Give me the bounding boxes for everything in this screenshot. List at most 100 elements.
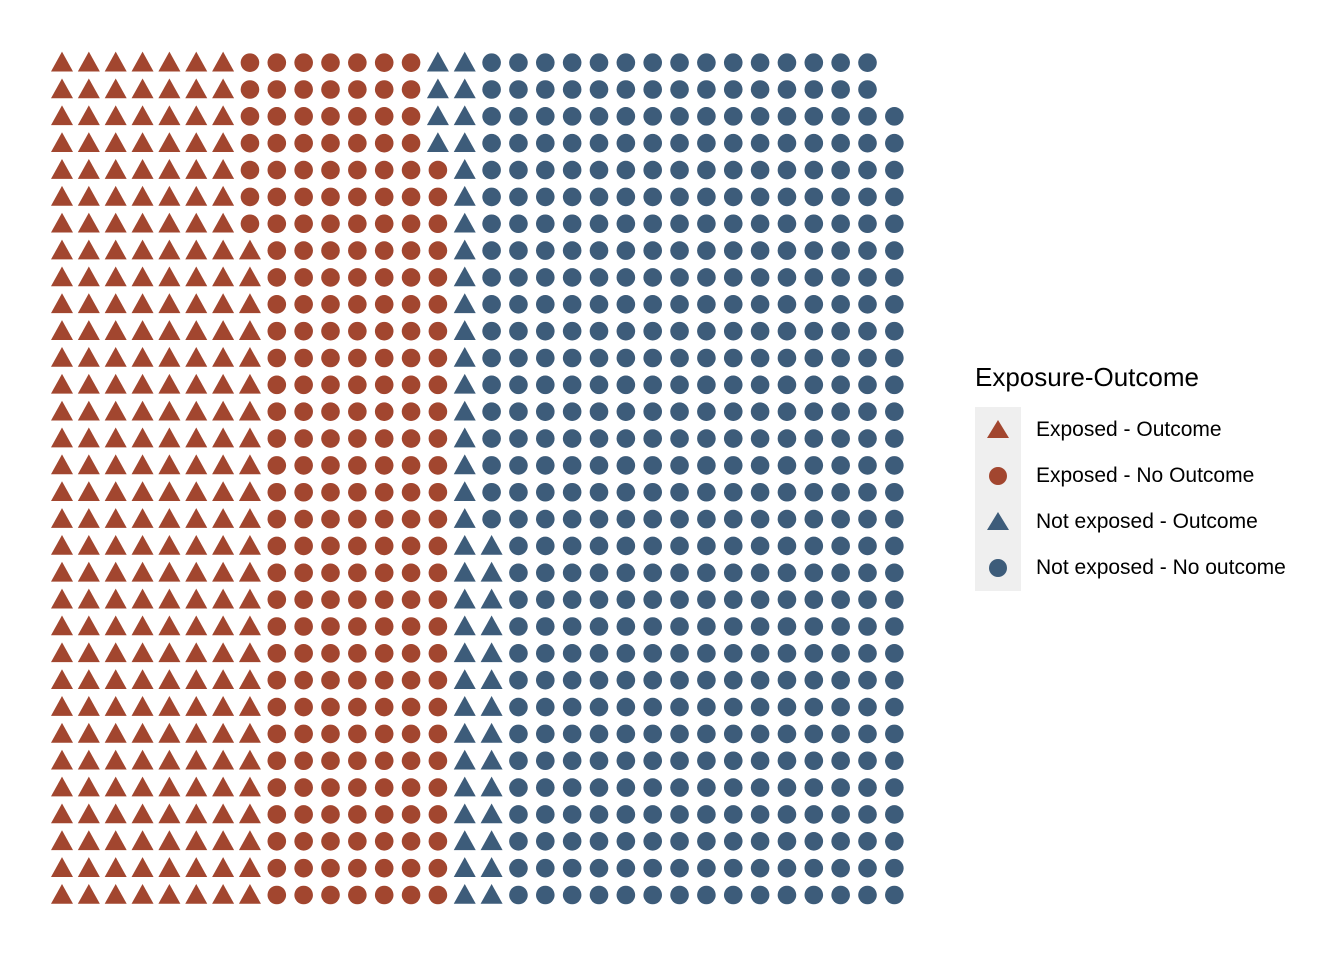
waffle-cell-exposed-no-outcome [428, 724, 448, 744]
legend-label: Exposed - No Outcome [1036, 464, 1255, 487]
waffle-cell-exposed-outcome [185, 481, 208, 502]
waffle-cell-exposed-outcome [185, 105, 208, 126]
waffle-cell-not-exposed-no-outcome [777, 670, 797, 690]
waffle-cell-exposed-no-outcome [401, 724, 421, 744]
waffle-cell-exposed-no-outcome [321, 295, 340, 314]
waffle-cell-exposed-outcome [212, 132, 235, 152]
waffle-cell-not-exposed-no-outcome [885, 160, 904, 180]
waffle-cell-exposed-outcome [51, 320, 73, 340]
waffle-cell-exposed-no-outcome [267, 348, 287, 368]
waffle-cell-not-exposed-no-outcome [723, 482, 743, 502]
waffle-cell-not-exposed-outcome [453, 212, 476, 233]
waffle-cell-not-exposed-no-outcome [885, 187, 904, 207]
waffle-cell-exposed-no-outcome [294, 644, 313, 663]
waffle-cell-exposed-outcome [51, 105, 73, 126]
waffle-cell-exposed-no-outcome [428, 563, 448, 583]
waffle-cell-not-exposed-no-outcome [509, 617, 528, 636]
waffle-cell-exposed-no-outcome [374, 617, 394, 636]
waffle-cell-exposed-outcome [104, 105, 127, 126]
waffle-cell-not-exposed-no-outcome [670, 456, 689, 475]
waffle-cell-not-exposed-no-outcome [589, 778, 609, 797]
waffle-cell-exposed-no-outcome [321, 53, 340, 72]
waffle-cell-exposed-no-outcome [267, 670, 287, 690]
waffle-cell-not-exposed-no-outcome [670, 241, 689, 260]
waffle-cell-exposed-outcome [104, 239, 127, 260]
waffle-cell-not-exposed-no-outcome [831, 80, 850, 99]
waffle-cell-not-exposed-no-outcome [589, 348, 609, 368]
waffle-cell-not-exposed-no-outcome [643, 295, 662, 314]
waffle-cell-exposed-no-outcome [428, 778, 448, 797]
waffle-cell-not-exposed-no-outcome [831, 375, 850, 395]
waffle-cell-not-exposed-no-outcome [482, 214, 501, 234]
waffle-cell-exposed-no-outcome [348, 107, 367, 126]
legend-label: Not exposed - No outcome [1036, 556, 1286, 579]
waffle-cell-not-exposed-no-outcome [509, 670, 528, 690]
waffle-cell-not-exposed-no-outcome [697, 805, 716, 824]
waffle-cell-exposed-no-outcome [401, 80, 421, 99]
waffle-cell-exposed-no-outcome [294, 778, 313, 797]
waffle-cell-not-exposed-no-outcome [509, 644, 528, 663]
waffle-cell-exposed-no-outcome [267, 241, 287, 260]
waffle-cell-exposed-outcome [104, 561, 127, 582]
waffle-cell-exposed-outcome [51, 347, 73, 367]
waffle-cell-not-exposed-no-outcome [509, 697, 528, 717]
waffle-cell-exposed-no-outcome [374, 80, 394, 99]
waffle-cell-not-exposed-no-outcome [858, 375, 877, 395]
waffle-cell-exposed-no-outcome [321, 536, 340, 556]
waffle-cell-exposed-outcome [212, 239, 235, 260]
waffle-cell-exposed-outcome [238, 400, 261, 421]
waffle-cell-not-exposed-no-outcome [777, 107, 797, 126]
waffle-cell-exposed-outcome [158, 159, 181, 179]
waffle-cell-not-exposed-no-outcome [777, 697, 797, 717]
waffle-cell-exposed-no-outcome [321, 268, 340, 287]
waffle-cell-exposed-outcome [77, 373, 100, 394]
waffle-cell-not-exposed-no-outcome [777, 268, 797, 287]
waffle-cell-not-exposed-no-outcome [536, 885, 555, 905]
waffle-cell-not-exposed-no-outcome [643, 885, 662, 905]
waffle-cell-exposed-outcome [104, 857, 127, 877]
waffle-cell-exposed-no-outcome [267, 563, 287, 583]
waffle-cell-exposed-outcome [131, 78, 154, 99]
waffle-cell-not-exposed-no-outcome [509, 53, 528, 72]
waffle-cell-exposed-no-outcome [294, 402, 313, 422]
waffle-cell-not-exposed-no-outcome [509, 160, 528, 180]
waffle-cell-not-exposed-no-outcome [562, 885, 582, 905]
waffle-cell-exposed-outcome [158, 642, 181, 663]
waffle-cell-exposed-no-outcome [374, 456, 394, 475]
waffle-cell-exposed-outcome [131, 588, 154, 609]
waffle-cell-exposed-no-outcome [321, 160, 340, 180]
waffle-cell-not-exposed-no-outcome [670, 724, 689, 744]
waffle-cell-exposed-outcome [238, 642, 261, 663]
waffle-cell-not-exposed-no-outcome [509, 456, 528, 475]
waffle-cell-not-exposed-no-outcome [804, 590, 824, 609]
waffle-cell-not-exposed-no-outcome [616, 133, 636, 153]
waffle-cell-exposed-outcome [185, 642, 208, 663]
waffle-cell-not-exposed-no-outcome [750, 644, 770, 663]
waffle-cell-not-exposed-no-outcome [885, 670, 904, 690]
waffle-cell-exposed-outcome [77, 615, 100, 636]
waffle-cell-not-exposed-no-outcome [562, 214, 582, 234]
waffle-cell-not-exposed-no-outcome [777, 295, 797, 314]
waffle-cell-exposed-no-outcome [321, 321, 340, 341]
waffle-cell-not-exposed-no-outcome [562, 133, 582, 153]
waffle-cell-exposed-outcome [185, 508, 208, 528]
waffle-cell-exposed-no-outcome [401, 778, 421, 797]
waffle-cell-not-exposed-no-outcome [589, 885, 609, 905]
waffle-cell-not-exposed-no-outcome [643, 724, 662, 744]
waffle-cell-not-exposed-no-outcome [616, 456, 636, 475]
waffle-cell-exposed-no-outcome [267, 321, 287, 341]
waffle-cell-not-exposed-no-outcome [697, 536, 716, 556]
waffle-cell-not-exposed-no-outcome [482, 375, 501, 395]
waffle-cell-not-exposed-no-outcome [670, 832, 689, 851]
waffle-cell-exposed-outcome [77, 642, 100, 663]
waffle-cell-not-exposed-no-outcome [777, 80, 797, 99]
waffle-cell-not-exposed-no-outcome [885, 536, 904, 556]
waffle-cell-exposed-outcome [77, 454, 100, 475]
waffle-cell-exposed-no-outcome [374, 107, 394, 126]
waffle-cell-exposed-outcome [51, 481, 73, 502]
waffle-cell-exposed-no-outcome [348, 295, 367, 314]
waffle-cell-not-exposed-no-outcome [589, 268, 609, 287]
waffle-cell-exposed-outcome [104, 696, 127, 716]
waffle-cell-not-exposed-no-outcome [723, 670, 743, 690]
waffle-cell-exposed-outcome [104, 454, 127, 475]
